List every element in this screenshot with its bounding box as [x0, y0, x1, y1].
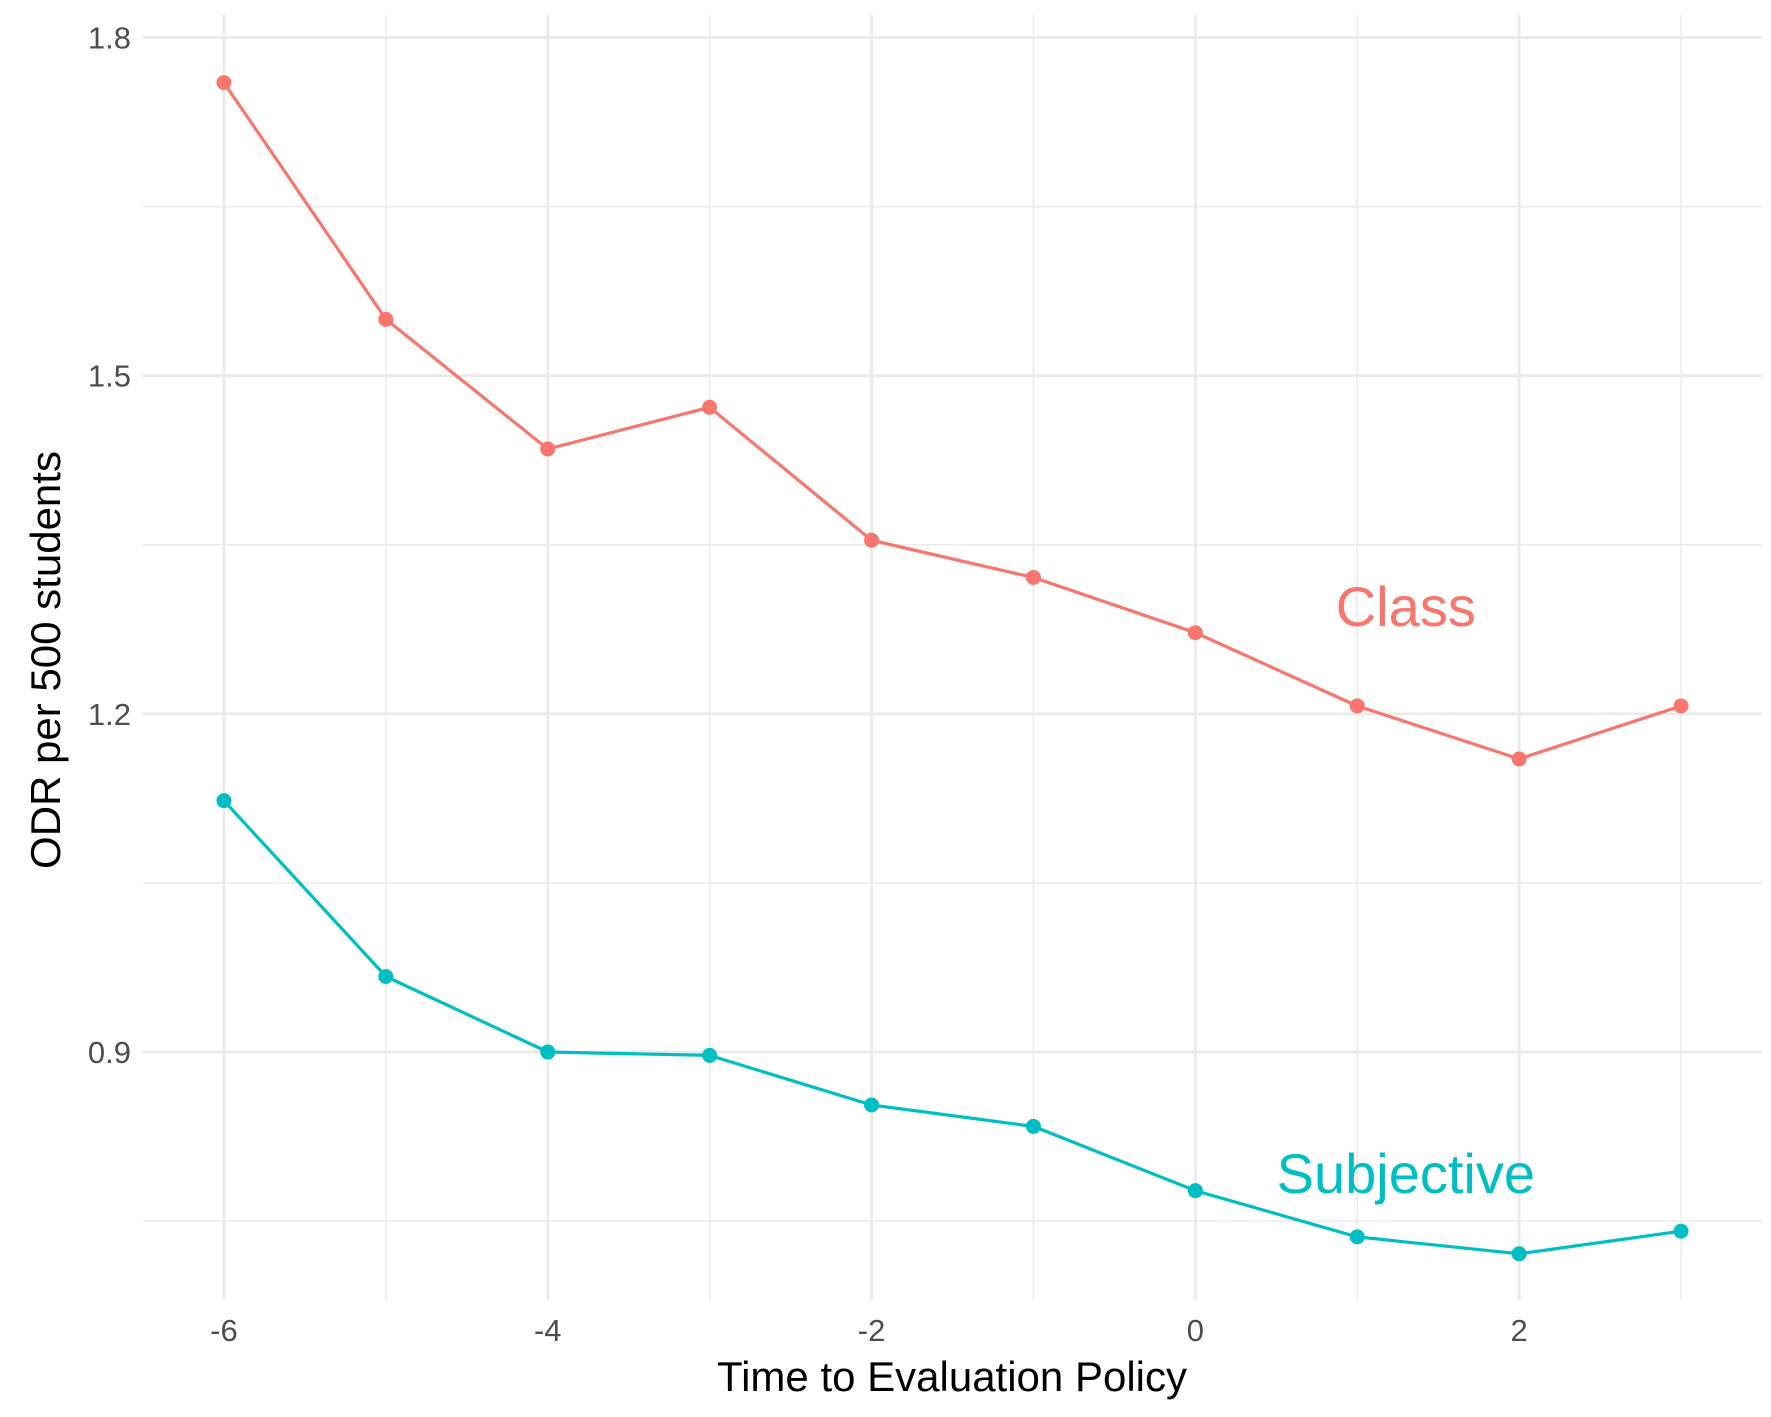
minor-gridlines — [143, 15, 1762, 1300]
major-gridlines — [143, 15, 1762, 1300]
series-layer — [216, 75, 1689, 1262]
data-point-class — [702, 399, 718, 415]
data-point-subjective — [1511, 1246, 1527, 1262]
y-tick-label: 1.8 — [88, 21, 131, 56]
x-tick-label: 2 — [1511, 1313, 1528, 1348]
series-label-subjective: Subjective — [1277, 1142, 1535, 1205]
data-point-class — [216, 75, 232, 91]
y-tick-label: 0.9 — [88, 1035, 131, 1070]
data-point-subjective — [1673, 1223, 1689, 1239]
data-point-class — [1673, 698, 1689, 714]
x-tick-labels: -6 -4 -2 0 2 — [210, 1313, 1528, 1348]
y-tick-label: 1.5 — [88, 359, 131, 394]
data-point-class — [1349, 698, 1365, 714]
x-tick-label: 0 — [1187, 1313, 1204, 1348]
data-point-subjective — [702, 1047, 718, 1063]
data-point-class — [1511, 751, 1527, 767]
series-label-class: Class — [1336, 575, 1476, 638]
y-tick-label: 1.2 — [88, 697, 131, 732]
data-point-subjective — [1349, 1229, 1365, 1245]
y-axis-title: ODR per 500 students — [22, 451, 69, 869]
data-point-subjective — [216, 793, 232, 809]
series-labels: Class Subjective — [1277, 575, 1535, 1205]
data-point-subjective — [378, 968, 394, 984]
x-axis-title: Time to Evaluation Policy — [717, 1353, 1187, 1400]
data-point-class — [864, 532, 880, 548]
x-tick-label: -2 — [858, 1313, 886, 1348]
data-point-class — [378, 311, 394, 327]
data-point-subjective — [540, 1044, 556, 1060]
data-point-class — [1187, 625, 1203, 641]
data-point-subjective — [864, 1097, 880, 1113]
x-tick-label: -6 — [210, 1313, 238, 1348]
data-point-subjective — [1187, 1183, 1203, 1199]
x-tick-label: -4 — [534, 1313, 562, 1348]
data-point-subjective — [1025, 1118, 1041, 1134]
data-point-class — [540, 441, 556, 457]
y-tick-labels: 0.9 1.2 1.5 1.8 — [88, 21, 131, 1070]
series-line-class — [222, 81, 1682, 761]
data-point-class — [1025, 569, 1041, 585]
series-line-subjective — [222, 799, 1682, 1256]
